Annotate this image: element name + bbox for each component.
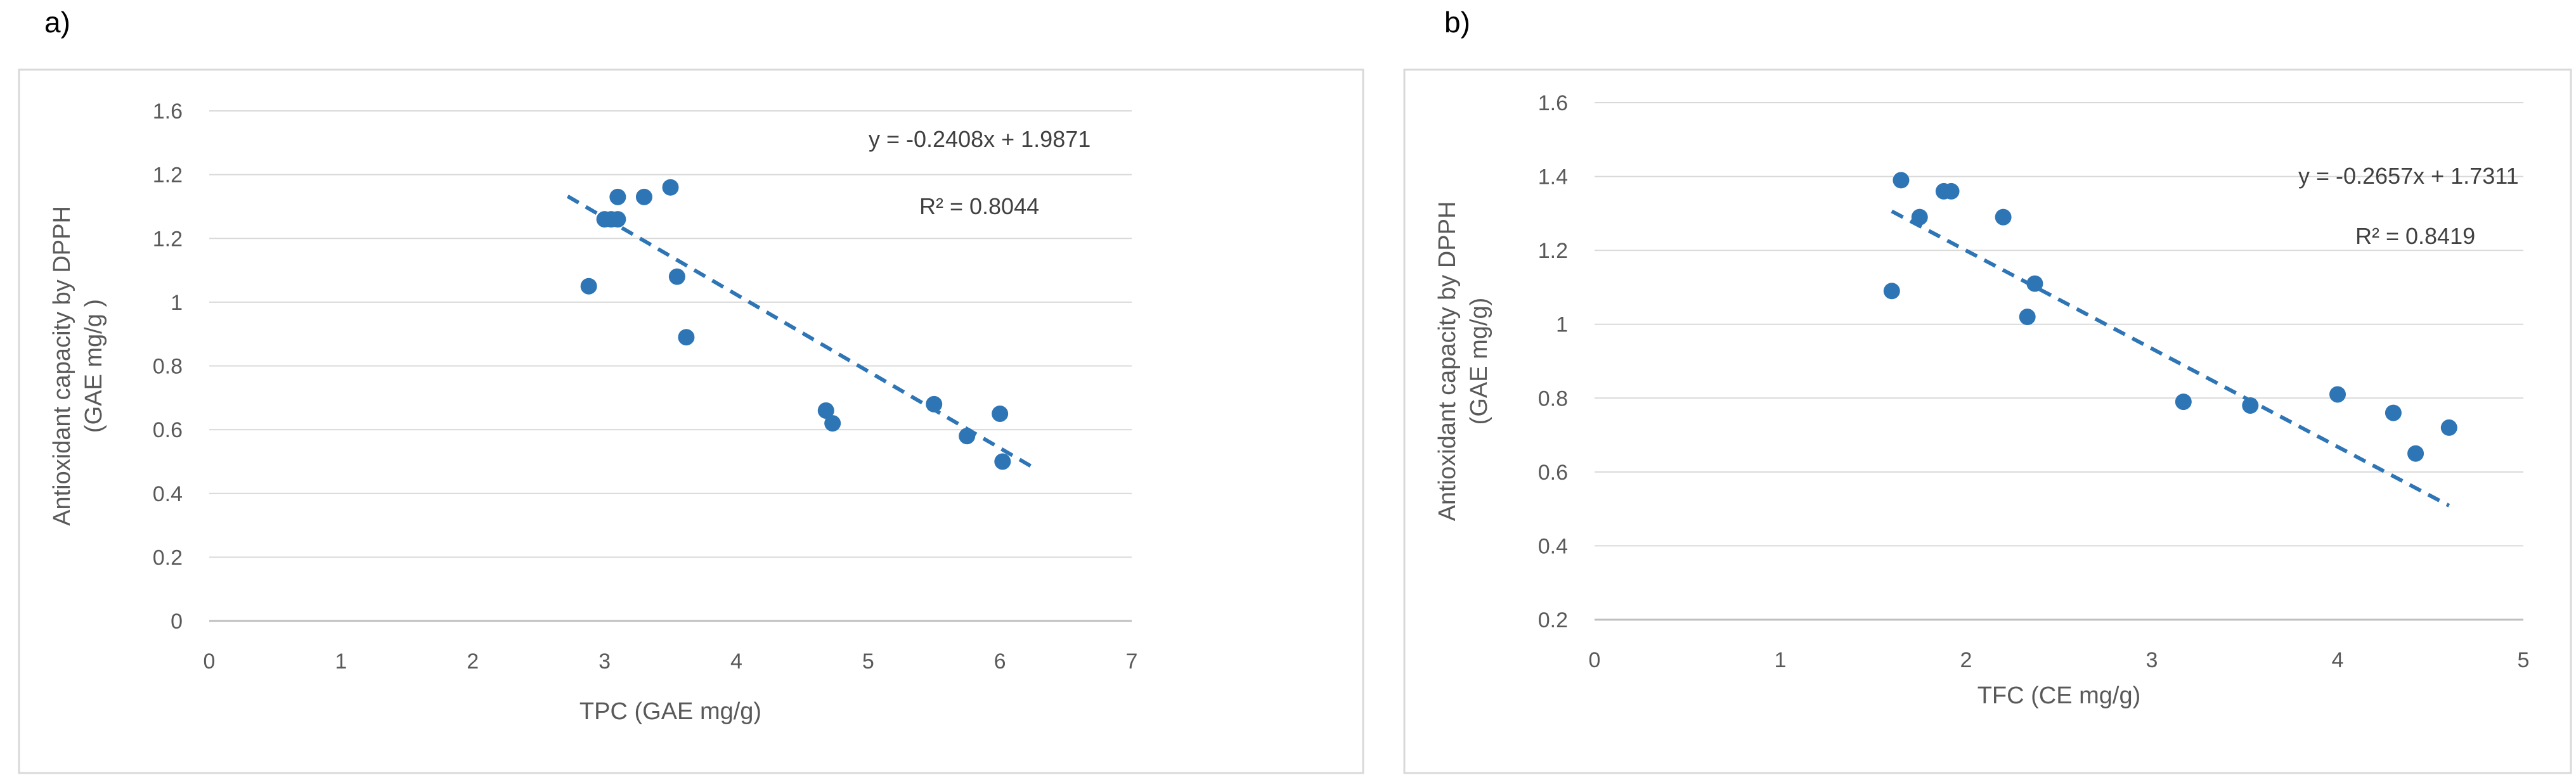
x-tick-label-a-2: 2 xyxy=(467,649,479,674)
x-axis-title-a: TPC (GAE mg/g) xyxy=(579,698,761,725)
panel-a-label: a) xyxy=(44,6,70,39)
y-tick-label-b-0: 0.2 xyxy=(1538,608,1568,632)
data-point-b-10 xyxy=(2329,386,2346,403)
x-axis-title-b: TFC (CE mg/g) xyxy=(1977,682,2141,709)
y-tick-label-b-3: 0.8 xyxy=(1538,387,1568,411)
data-point-b-5 xyxy=(1995,208,2012,226)
data-point-b-13 xyxy=(2440,419,2457,436)
chart-b: 0.2 0.4 0.6 0.8 1 1.2 1.4 1.6 0 1 2 3 4 5 TFC (CE mg/g… xyxy=(1434,91,2529,709)
chart-b-frame xyxy=(1403,68,2572,774)
data-point-a-3 xyxy=(609,188,626,205)
data-point-b-4 xyxy=(1943,182,1960,200)
data-point-a-6 xyxy=(662,179,679,196)
data-point-a-7 xyxy=(668,268,685,285)
y-tick-label-a-4: 0.8 xyxy=(153,355,183,379)
chart-a: 0 0.2 0.4 0.6 0.8 1 1.2 1.2 1.6 0 1 2 3 4 5 6 7 TPC (GAE … xyxy=(49,99,1137,725)
x-tick-label-a-1: 1 xyxy=(335,649,347,674)
data-point-b-1 xyxy=(1893,172,1910,189)
x-tick-label-b-2: 2 xyxy=(1960,648,1972,672)
x-tick-label-a-5: 5 xyxy=(862,649,874,674)
data-point-a-4 xyxy=(609,211,626,228)
trendline-b xyxy=(1891,209,2450,508)
y-tick-label-a-2: 0.4 xyxy=(153,482,183,506)
y-tick-label-a-3: 0.6 xyxy=(153,418,183,442)
trendline-a xyxy=(566,195,1038,471)
panel-b-label: b) xyxy=(1444,6,1470,39)
data-point-b-2 xyxy=(1911,208,1928,226)
x-tick-label-a-7: 7 xyxy=(1126,649,1138,674)
y-tick-label-b-6: 1.4 xyxy=(1538,165,1568,189)
data-point-a-8 xyxy=(678,329,695,346)
y-tick-label-a-8: 1.6 xyxy=(153,99,183,124)
data-point-b-6 xyxy=(2019,309,2036,326)
data-point-a-13 xyxy=(992,405,1009,422)
data-point-b-0 xyxy=(1883,283,1900,300)
y-tick-label-a-0: 0 xyxy=(171,610,183,634)
x-tick-label-b-3: 3 xyxy=(2146,648,2158,672)
y-tick-label-b-7: 1.6 xyxy=(1538,91,1568,115)
x-tick-label-b-4: 4 xyxy=(2332,648,2344,672)
y-axis-title-a: Antioxidant capacity by DPPH xyxy=(49,206,75,526)
data-point-b-11 xyxy=(2385,404,2402,421)
r-squared-a: R² = 0.8044 xyxy=(919,193,1039,219)
r-squared-b: R² = 0.8419 xyxy=(2355,223,2475,249)
y-tick-label-a-5: 1 xyxy=(171,291,183,315)
y-tick-label-a-6: 1.2 xyxy=(153,227,183,251)
y-axis-title-units-b: (GAE mg/g) xyxy=(1466,298,1492,425)
y-tick-label-b-2: 0.6 xyxy=(1538,461,1568,485)
y-tick-label-a-1: 0.2 xyxy=(153,546,183,570)
data-point-b-8 xyxy=(2175,393,2192,411)
trend-equation-b: y = -0.2657x + 1.7311 xyxy=(2298,163,2519,189)
x-tick-label-a-4: 4 xyxy=(730,649,742,674)
data-point-a-9 xyxy=(817,402,834,419)
x-tick-label-a-3: 3 xyxy=(599,649,611,674)
data-point-b-12 xyxy=(2407,445,2424,462)
data-point-a-14 xyxy=(994,453,1011,470)
y-axis-title-units-a: (GAE mg/g ) xyxy=(81,299,107,433)
x-tick-label-a-0: 0 xyxy=(204,649,216,674)
data-point-a-5 xyxy=(635,188,652,205)
x-tick-label-b-1: 1 xyxy=(1775,648,1787,672)
x-tick-label-b-0: 0 xyxy=(1589,648,1601,672)
chart-a-frame xyxy=(18,68,1364,774)
data-point-a-12 xyxy=(959,428,976,445)
y-axis-title-b: Antioxidant capacity by DPPH xyxy=(1434,201,1461,521)
x-tick-label-a-6: 6 xyxy=(994,649,1006,674)
data-point-b-7 xyxy=(2026,275,2043,292)
y-tick-label-b-1: 0.4 xyxy=(1538,534,1568,558)
x-tick-label-b-5: 5 xyxy=(2518,648,2530,672)
data-point-a-0 xyxy=(580,278,597,295)
data-point-a-10 xyxy=(824,415,841,432)
y-tick-label-b-4: 1 xyxy=(1556,313,1568,337)
y-tick-label-b-5: 1.2 xyxy=(1538,239,1568,263)
data-point-b-9 xyxy=(2242,397,2259,414)
y-tick-label-a-7: 1.2 xyxy=(153,163,183,188)
data-point-a-11 xyxy=(926,395,943,412)
trend-equation-a: y = -0.2408x + 1.9871 xyxy=(869,126,1091,152)
